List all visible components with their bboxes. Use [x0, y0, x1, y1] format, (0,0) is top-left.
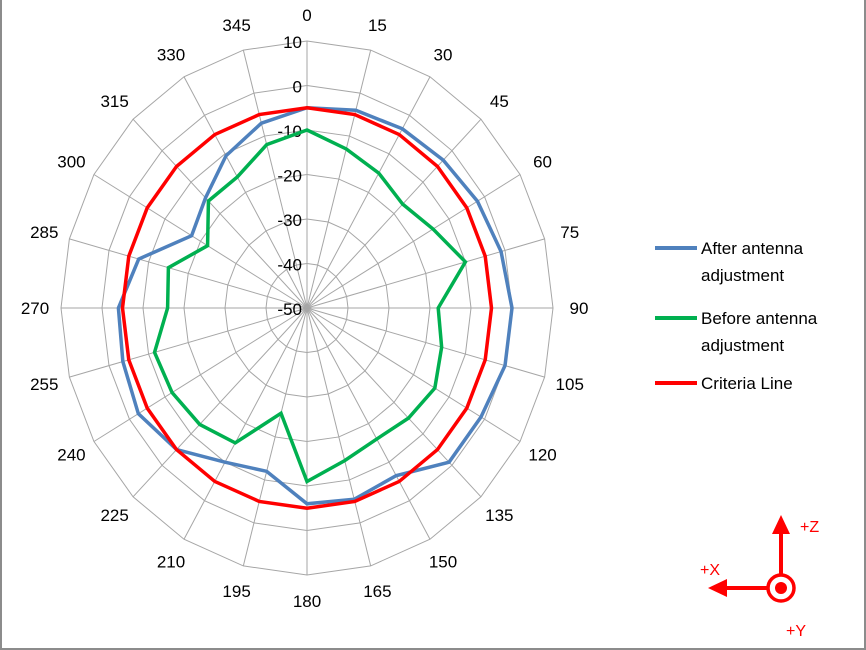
- grid-spoke: [93, 307, 308, 442]
- angle-tick-label: 225: [100, 506, 128, 525]
- series-lines: [116, 105, 514, 511]
- angle-tick-label: 315: [100, 92, 128, 111]
- grid-spoke: [132, 118, 308, 309]
- angle-tick-label: 195: [222, 582, 250, 601]
- angle-tick-label: 0: [302, 6, 311, 25]
- series-line: [120, 105, 494, 511]
- grid-spoke: [132, 307, 308, 498]
- radial-tick-labels: 10 0 -10 -20 -30 -40 -50: [277, 33, 302, 319]
- radial-tick-label: 10: [283, 33, 302, 52]
- radial-tick-label: -30: [277, 211, 302, 230]
- angle-tick-label: 90: [570, 299, 589, 318]
- legend-label: Criteria Line: [701, 374, 793, 393]
- angle-tick-label: 270: [21, 299, 49, 318]
- grid-spoke: [306, 307, 482, 498]
- legend-label: adjustment: [701, 336, 784, 355]
- z-arrowhead: [772, 515, 790, 534]
- radial-tick-label: -50: [277, 300, 302, 319]
- y-axis-dot-icon: [775, 582, 787, 594]
- grid-spoke: [183, 307, 308, 540]
- radial-tick-label: -40: [277, 256, 302, 275]
- x-arrowhead: [708, 579, 727, 597]
- grid-spoke: [93, 174, 308, 309]
- grid: [60, 40, 554, 576]
- angle-tick-labels: 0 15 30 45 60 75 90 105 120 135 150 165 180 195 210 225…: [21, 6, 589, 611]
- grid-spoke: [242, 307, 308, 567]
- grid-spoke: [69, 307, 308, 378]
- angle-tick-label: 165: [363, 582, 391, 601]
- grid-spoke: [183, 76, 308, 309]
- radial-tick-label: 0: [293, 78, 302, 97]
- angle-tick-label: 60: [533, 153, 552, 172]
- legend: After antenna adjustment Before antenna ad…: [655, 239, 818, 393]
- angle-tick-label: 180: [293, 592, 321, 611]
- z-label: +Z: [800, 519, 819, 536]
- angle-tick-label: 120: [528, 446, 556, 465]
- grid-spoke: [69, 238, 308, 309]
- angle-tick-label: 30: [434, 45, 453, 64]
- legend-label: adjustment: [701, 266, 784, 285]
- grid-spoke: [306, 307, 372, 567]
- angle-tick-label: 210: [157, 553, 185, 572]
- angle-tick-label: 345: [222, 16, 250, 35]
- legend-label: Before antenna: [701, 309, 818, 328]
- angle-tick-label: 45: [490, 92, 509, 111]
- grid-spoke: [306, 307, 431, 540]
- angle-tick-label: 15: [368, 16, 387, 35]
- x-label: +X: [700, 562, 720, 579]
- grid-spoke: [306, 174, 521, 309]
- y-axis-circle-icon: [766, 573, 796, 603]
- series-line: [116, 105, 514, 506]
- angle-tick-label: 135: [485, 506, 513, 525]
- grid-spoke: [306, 49, 372, 309]
- angle-tick-label: 75: [560, 223, 579, 242]
- radial-tick-label: -10: [277, 122, 302, 141]
- angle-tick-label: 255: [30, 375, 58, 394]
- y-label: +Y: [786, 623, 806, 640]
- angle-tick-label: 285: [30, 223, 58, 242]
- grid-spoke: [306, 307, 521, 442]
- series-line: [152, 128, 468, 485]
- grid-spoke: [306, 76, 431, 309]
- grid-spoke: [242, 49, 308, 309]
- angle-tick-label: 105: [556, 375, 584, 394]
- angle-tick-label: 240: [57, 446, 85, 465]
- radial-tick-label: -20: [277, 167, 302, 186]
- legend-label: After antenna: [701, 239, 804, 258]
- angle-tick-label: 330: [157, 45, 185, 64]
- angle-tick-label: 300: [57, 153, 85, 172]
- grid-spoke: [306, 118, 482, 309]
- angle-tick-label: 150: [429, 553, 457, 572]
- grid-spoke: [306, 238, 545, 309]
- axes-indicator: +Z +X +Y: [700, 515, 819, 640]
